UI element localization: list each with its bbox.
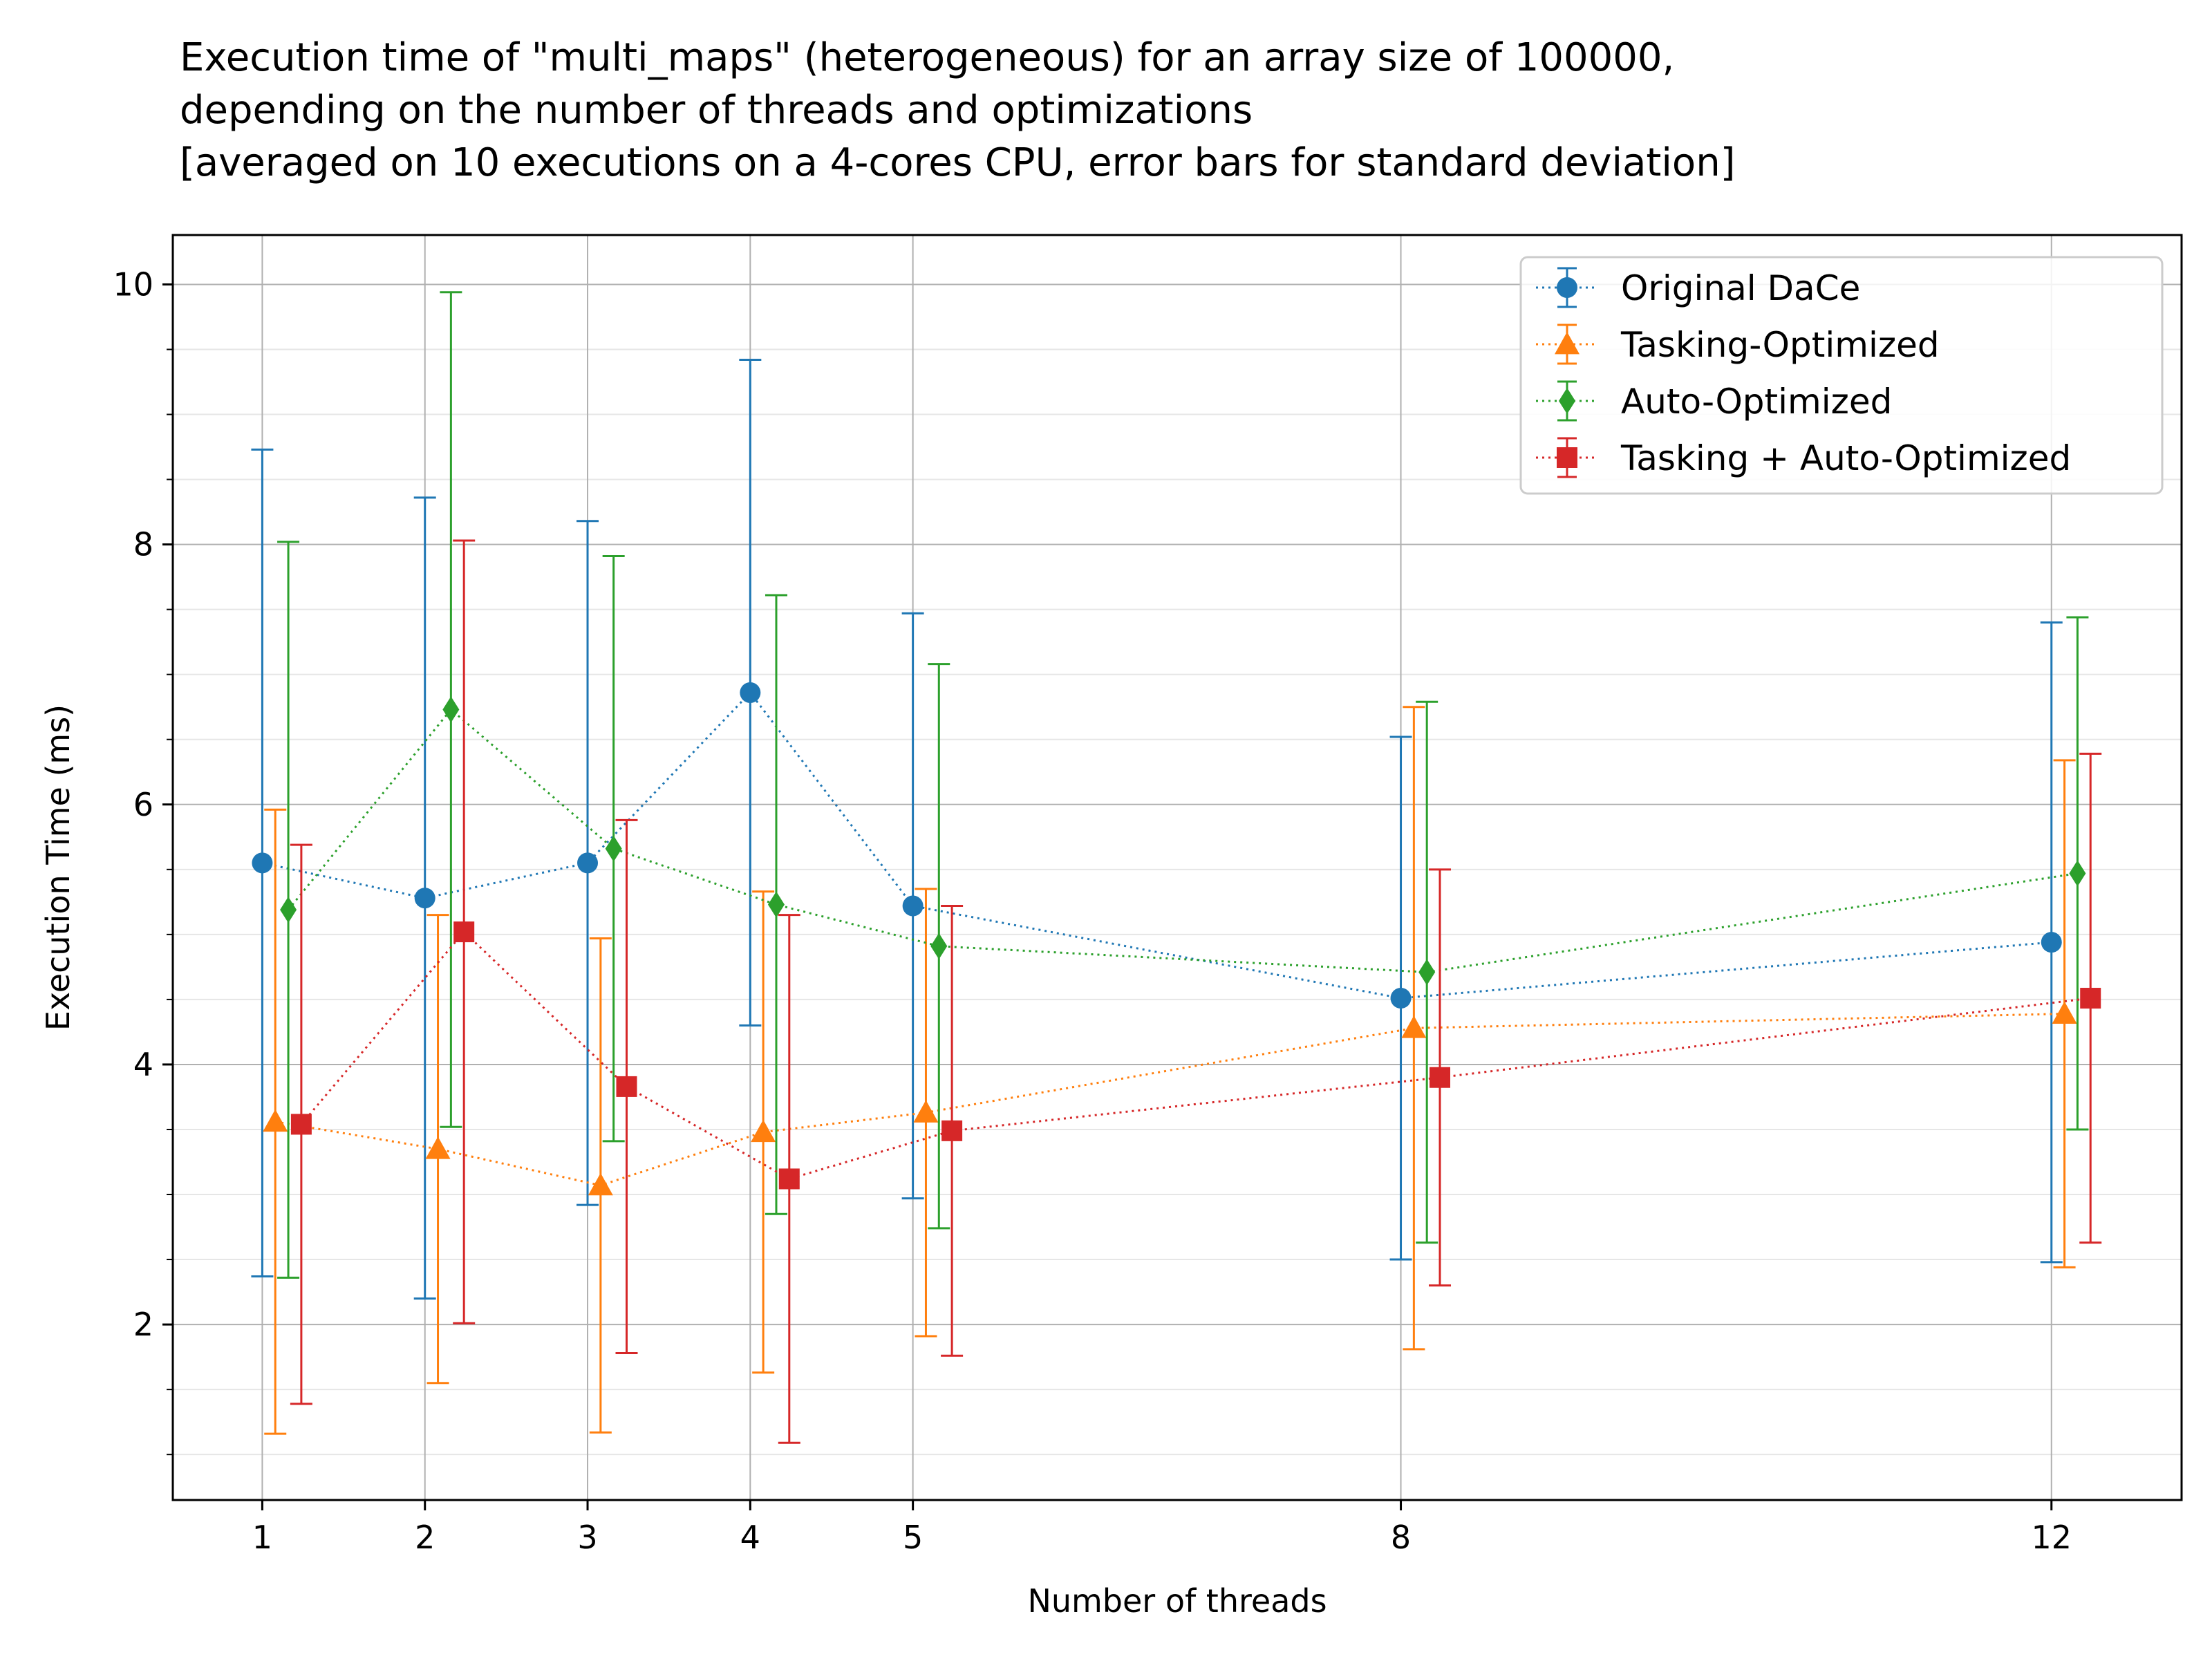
legend-label: Tasking + Auto-Optimized [1620, 438, 2071, 478]
series-layer [251, 291, 2102, 1444]
series-tasking-optimized [263, 706, 2077, 1435]
data-point [930, 932, 948, 959]
data-point [425, 1136, 451, 1159]
x-tick-label: 5 [903, 1519, 923, 1556]
series-line [287, 708, 2078, 973]
data-point [290, 1114, 312, 1135]
chart-title-line-2: depending on the number of threads and o… [180, 88, 1253, 133]
legend-marker [1555, 332, 1580, 355]
x-tick-label: 2 [415, 1519, 435, 1556]
x-tick-label: 3 [577, 1519, 597, 1556]
legend-label: Original DaCe [1621, 268, 1860, 308]
data-point [740, 682, 761, 704]
legend-item-auto-optimized: Auto-Optimized [1536, 380, 1892, 422]
legend: Original DaCe Tasking-Optimized Auto-Optim… [1519, 256, 2164, 495]
y-tick-label: 6 [133, 786, 153, 823]
series-tasking-auto-optimized [290, 539, 2102, 1444]
data-point [1401, 1015, 1427, 1038]
data-point [2052, 1001, 2077, 1024]
series-original-dace [251, 359, 2063, 1300]
data-point [577, 852, 599, 874]
data-point [453, 921, 475, 943]
series-line [300, 930, 2091, 1181]
y-axis-label: Execution Time (ms) [39, 704, 77, 1031]
data-point [263, 1109, 288, 1132]
data-point [778, 1168, 800, 1190]
data-point [588, 1172, 613, 1196]
data-point [941, 1120, 963, 1141]
x-tick-label: 1 [252, 1519, 272, 1556]
data-point [1418, 959, 1436, 986]
x-tick-label: 8 [1391, 1519, 1411, 1556]
y-tick-label: 8 [133, 526, 153, 563]
x-axis-label: Number of threads [1027, 1582, 1327, 1620]
data-point [902, 895, 924, 917]
data-point [1430, 1067, 1451, 1088]
x-tick-label: 12 [2031, 1519, 2072, 1556]
legend-item-original-dace: Original DaCe [1536, 267, 1860, 308]
legend-item-tasking-optimized: Tasking-Optimized [1536, 324, 1940, 365]
data-point [2041, 932, 2062, 953]
chart-title-line-1: Execution time of "multi_maps" (heteroge… [180, 35, 1674, 80]
legend-label: Auto-Optimized [1621, 382, 1892, 422]
series-line [262, 691, 2052, 1000]
data-point [2069, 860, 2086, 887]
data-point [767, 891, 785, 918]
legend-label: Tasking-Optimized [1620, 325, 1940, 365]
x-tick-label: 4 [740, 1519, 760, 1556]
data-point [605, 835, 622, 862]
series-line [274, 1013, 2065, 1187]
legend-box [1519, 256, 2164, 495]
y-tick-label: 4 [133, 1046, 153, 1083]
data-point [280, 897, 297, 924]
legend-item-tasking-auto-optimized: Tasking + Auto-Optimized [1536, 437, 2071, 478]
series-auto-optimized [277, 291, 2089, 1279]
data-point [2080, 988, 2101, 1009]
data-point [414, 888, 435, 909]
legend-marker [1559, 388, 1575, 414]
data-point [913, 1100, 939, 1123]
data-point [252, 852, 273, 874]
data-point [1390, 988, 1412, 1009]
y-tick-label: 10 [113, 265, 153, 303]
plot-area-frame [171, 234, 2183, 1501]
chart-title-line-3: [averaged on 10 executions on a 4-cores … [180, 140, 1736, 185]
data-point [616, 1076, 637, 1097]
data-point [751, 1119, 776, 1143]
legend-marker [1557, 277, 1577, 298]
legend-marker [1557, 447, 1577, 468]
y-tick-label: 2 [133, 1306, 153, 1343]
data-point [442, 696, 460, 723]
